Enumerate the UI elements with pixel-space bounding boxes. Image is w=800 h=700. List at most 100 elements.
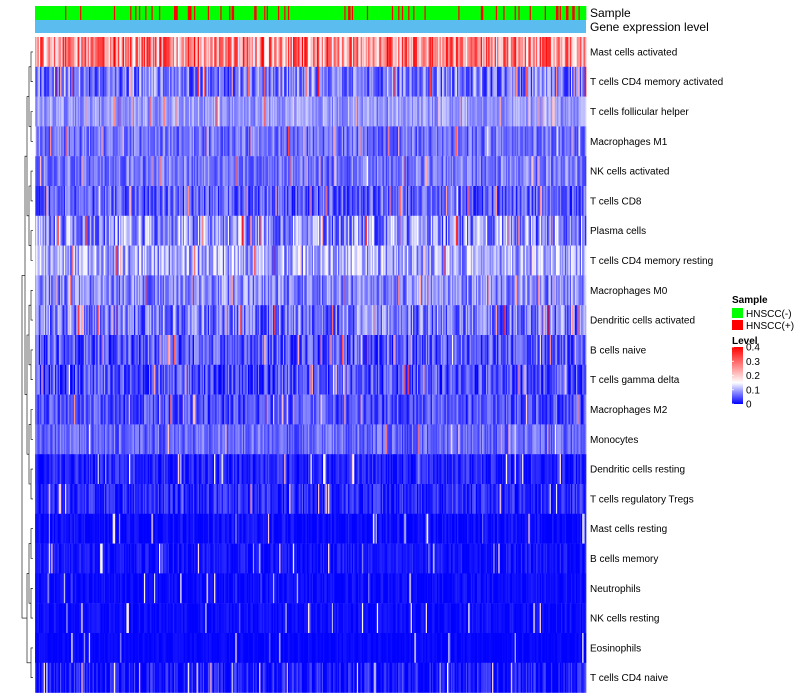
heatmap-cell: [492, 156, 494, 187]
heatmap-cell: [37, 305, 40, 336]
heatmap-cell: [107, 275, 110, 306]
heatmap-cell: [305, 275, 308, 306]
heatmap-cell: [42, 126, 45, 157]
heatmap-cell: [575, 66, 578, 97]
heatmap-cell: [467, 186, 469, 216]
sample-cell: [226, 6, 229, 20]
heatmap-cell: [333, 66, 335, 97]
heatmap-cell: [289, 96, 291, 127]
heatmap-cell: [510, 215, 513, 246]
heatmap-cell: [426, 156, 429, 187]
heatmap-cell: [214, 245, 216, 276]
heatmap-cell: [135, 245, 137, 276]
heatmap-cell: [100, 96, 102, 127]
heatmap-cell: [294, 305, 296, 336]
heatmap-cell: [321, 156, 324, 187]
heatmap-cell: [282, 275, 285, 306]
sample-cell: [373, 6, 375, 20]
heatmap-cell: [419, 156, 422, 187]
heatmap-cell: [116, 37, 118, 67]
heatmap-cell: [480, 305, 483, 336]
heatmap-cell: [307, 215, 310, 246]
heatmap-cell: [440, 37, 443, 67]
heatmap-cell: [544, 96, 547, 127]
heatmap-cell: [396, 275, 399, 306]
heatmap-cell: [343, 126, 345, 157]
heatmap-cell: [480, 156, 483, 187]
heatmap-cell: [171, 275, 174, 306]
heatmap-cell: [435, 215, 438, 246]
heatmap-cell: [339, 156, 341, 187]
heatmap-cell: [68, 215, 71, 246]
heatmap-cell: [215, 215, 217, 246]
heatmap-cell: [200, 126, 202, 157]
heatmap-cell: [261, 66, 264, 97]
heatmap-cell: [40, 335, 42, 365]
heatmap-cell: [470, 215, 473, 246]
heatmap-cell: [578, 96, 581, 127]
heatmap-cell: [257, 96, 260, 127]
heatmap-cell: [509, 305, 512, 336]
heatmap-cell: [136, 275, 139, 306]
heatmap-cell: [445, 37, 448, 67]
heatmap-cell: [340, 245, 343, 276]
heatmap-cell: [68, 156, 71, 187]
heatmap-cell: [468, 96, 470, 127]
heatmap-cell: [398, 126, 400, 157]
sample-cell: [151, 6, 154, 20]
heatmap-cell: [416, 37, 419, 67]
heatmap-cell: [222, 275, 225, 306]
heatmap-cell: [63, 96, 66, 127]
heatmap-cell: [266, 305, 269, 336]
heatmap-cell: [147, 66, 150, 97]
heatmap-cell: [446, 96, 449, 127]
heatmap-cell: [344, 245, 346, 276]
sample-cell: [390, 6, 393, 20]
heatmap-cell: [446, 305, 449, 336]
heatmap-cell: [537, 156, 539, 187]
heatmap-cell: [400, 66, 403, 97]
dendrogram-link: [30, 409, 33, 440]
sample-cell: [112, 6, 115, 20]
heatmap-cell: [215, 126, 217, 157]
heatmap-cell: [229, 126, 231, 157]
heatmap-cell: [72, 245, 75, 276]
heatmap-cell: [330, 96, 333, 127]
heatmap-cell: [415, 245, 418, 276]
heatmap-cell: [523, 215, 525, 246]
heatmap-cell: [399, 66, 402, 97]
heatmap-cell: [582, 156, 584, 187]
heatmap-cell: [206, 245, 209, 276]
heatmap-cell: [513, 66, 515, 97]
heatmap-cell: [206, 126, 209, 157]
heatmap-cell: [307, 186, 310, 216]
heatmap-cell: [316, 66, 319, 97]
heatmap-cell: [520, 126, 523, 157]
heatmap-cell: [187, 156, 190, 187]
heatmap-cell: [563, 37, 566, 67]
heatmap-cell: [468, 245, 470, 276]
heatmap-cell: [224, 156, 226, 187]
heatmap-cell: [133, 126, 136, 157]
heatmap-cell: [386, 126, 389, 157]
heatmap-cell: [265, 245, 268, 276]
heatmap-cell: [310, 245, 313, 276]
heatmap-cell: [301, 66, 304, 97]
heatmap-cell: [328, 275, 330, 306]
heatmap-cell: [406, 275, 409, 306]
heatmap-cell: [231, 126, 234, 157]
heatmap-cell: [376, 156, 379, 187]
heatmap-cell: [161, 186, 164, 216]
heatmap-cell: [365, 245, 368, 276]
heatmap-cell: [366, 156, 369, 187]
heatmap-cell: [77, 186, 80, 216]
heatmap-cell: [319, 156, 321, 187]
heatmap-cell: [133, 96, 136, 127]
heatmap-cell: [583, 245, 586, 276]
heatmap-cell: [509, 186, 512, 216]
heatmap-cell: [132, 96, 135, 127]
heatmap-cell: [508, 275, 510, 306]
heatmap-cell: [279, 96, 281, 127]
heatmap-cell: [305, 96, 308, 127]
heatmap-cell: [434, 96, 437, 127]
